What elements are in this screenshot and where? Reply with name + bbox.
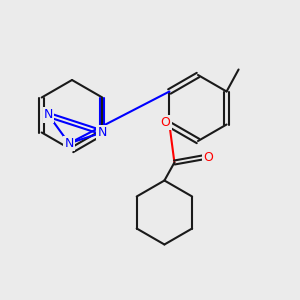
Text: N: N bbox=[98, 126, 107, 139]
Text: N: N bbox=[64, 137, 74, 150]
Text: O: O bbox=[203, 151, 213, 164]
Text: O: O bbox=[160, 116, 170, 129]
Text: N: N bbox=[44, 109, 53, 122]
